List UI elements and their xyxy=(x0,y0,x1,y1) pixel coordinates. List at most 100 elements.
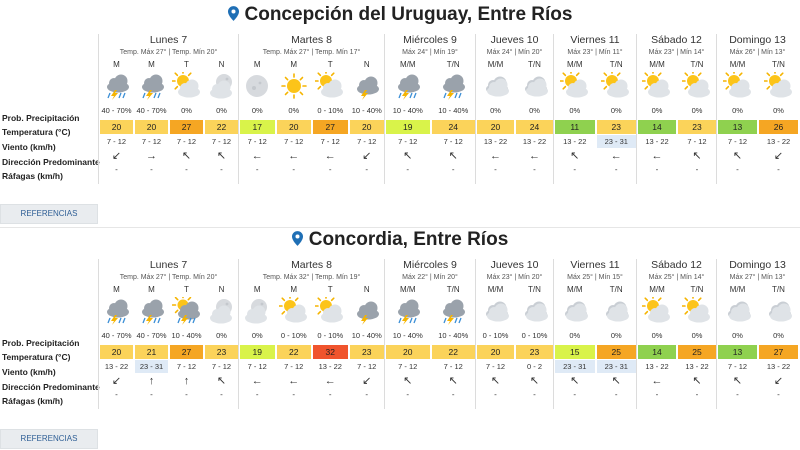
cloud-icon xyxy=(520,297,550,325)
location-pin-icon xyxy=(291,230,303,252)
day-temp-range: Temp. Máx 27° | Temp. Mín 20° xyxy=(119,49,218,56)
day-temp-range: Máx 23° | Mín 11° xyxy=(567,49,623,56)
slot-period: M/M xyxy=(729,285,746,294)
forecast-slot: M 0% 17 7 - 12 ← - xyxy=(239,34,276,184)
forecast-slot: M 40 - 70% 21 23 - 31 ↑ - xyxy=(134,259,169,409)
sun-cloud-icon xyxy=(314,69,345,100)
precip-probability: 0% xyxy=(691,331,703,340)
day-column: Domingo 13 Máx 27° | Mín 13° M/M 0% 13 7 - 12… xyxy=(716,259,798,409)
wind-speed: 23 - 31 xyxy=(135,360,168,373)
precip-probability: 0 - 10% xyxy=(280,331,307,340)
precip-probability: 0 - 10% xyxy=(521,331,548,340)
slot-period: T/N xyxy=(446,285,460,294)
wind-speed: 7 - 12 xyxy=(398,137,418,146)
forecast-slot: M 0% 20 7 - 12 ← - xyxy=(276,34,313,184)
temperature-cell: 14 xyxy=(638,120,676,134)
references-button[interactable]: REFERENCIAS xyxy=(0,429,98,449)
sun-cloud-icon xyxy=(681,69,712,100)
precip-probability: 0% xyxy=(651,331,663,340)
wind-speed: 7 - 12 xyxy=(357,362,377,371)
slot-period: T/N xyxy=(609,60,623,69)
precip-probability: 0% xyxy=(732,106,743,115)
wind-speed: 7 - 12 xyxy=(727,137,748,146)
wind-speed: 13 - 22 xyxy=(104,362,129,371)
moon-icon xyxy=(242,72,272,100)
sun-cloud-icon xyxy=(558,69,590,100)
wind-gust: - xyxy=(292,165,296,174)
day-column: Viernes 11 Máx 23° | Mín 11° M/M 0% 11 13 - 2… xyxy=(553,34,636,184)
slot-period: M xyxy=(290,60,298,69)
slot-period: T xyxy=(327,285,333,294)
wind-speed: 13 - 22 xyxy=(645,137,669,146)
forecast-slot: N 10 - 40% 23 7 - 12 ↙ - xyxy=(349,259,386,409)
forecast-slot: T/N 0% 24 13 - 22 ← - xyxy=(515,34,554,184)
wind-gust: - xyxy=(185,390,188,399)
temperature-cell: 14 xyxy=(638,345,676,359)
wind-speed: 13 - 22 xyxy=(645,362,669,371)
row-label-prob: Prob. Precipitación xyxy=(2,113,80,123)
cloud-icon xyxy=(723,297,753,325)
temperature-cell: 23 xyxy=(596,120,636,134)
temperature-cell: 32 xyxy=(313,345,348,359)
wind-speed: 13 - 22 xyxy=(318,362,342,371)
storm-rain-icon xyxy=(102,297,132,325)
precip-probability: 0% xyxy=(288,106,300,115)
forecast-slot: T 10 - 40% 27 7 - 12 ↑ - xyxy=(169,259,204,409)
wind-speed: 13 - 22 xyxy=(766,362,791,371)
wind-gust: - xyxy=(220,165,223,174)
wind-gust: - xyxy=(328,165,332,174)
wind-direction-arrow-icon: ← xyxy=(324,150,336,162)
slot-period: M/M xyxy=(399,60,416,69)
day-temp-range: Máx 25° | Mín 15° xyxy=(567,274,623,281)
temperature-cell: 19 xyxy=(386,120,430,134)
day-column: Lunes 7 Temp. Máx 27° | Temp. Mín 20° M 40 … xyxy=(98,259,238,409)
sun-cloud-icon xyxy=(314,294,345,325)
precip-probability: 0% xyxy=(251,106,263,115)
precip-probability: 0% xyxy=(251,331,263,340)
wind-direction-arrow-icon: ↙ xyxy=(773,375,784,387)
slot-period: T xyxy=(327,60,333,69)
slot-period: M xyxy=(253,60,261,69)
wind-speed: 7 - 12 xyxy=(106,137,127,146)
slot-period: T/N xyxy=(609,285,623,294)
storm-icon xyxy=(352,297,382,325)
references-button[interactable]: REFERENCIAS xyxy=(0,204,98,224)
slot-period: M xyxy=(113,285,120,294)
day-temp-range: Máx 27° | Mín 13° xyxy=(729,274,786,281)
wind-speed: 7 - 12 xyxy=(247,137,267,146)
wind-speed: 7 - 12 xyxy=(320,137,340,146)
forecast-slot: M/M 0% 14 13 - 22 ← - xyxy=(637,259,677,409)
forecast-slot: M/M 0% 15 23 - 31 ↖ - xyxy=(554,259,596,409)
day-name: Sábado 12 xyxy=(651,34,702,46)
temperature-cell: 20 xyxy=(100,120,133,134)
temperature-cell: 26 xyxy=(759,120,798,134)
day-temp-range: Máx 22° | Mín 20° xyxy=(402,274,458,281)
row-label-wind: Viento (km/h) xyxy=(2,142,56,152)
wind-direction-arrow-icon: ↖ xyxy=(732,375,743,387)
row-label-prob: Prob. Precipitación xyxy=(2,338,80,348)
slot-period: M/M xyxy=(729,60,746,69)
precip-probability: 0% xyxy=(569,106,581,115)
forecast-slot: M 0 - 10% 22 7 - 12 ← - xyxy=(276,259,313,409)
wind-direction-arrow-icon: ↖ xyxy=(570,150,580,162)
wind-gust: - xyxy=(255,390,259,399)
temperature-cell: 20 xyxy=(477,120,514,134)
precip-probability: 0% xyxy=(773,331,784,340)
wind-direction-arrow-icon: ↖ xyxy=(732,150,743,162)
precip-probability: 10 - 40% xyxy=(171,331,202,340)
forecast-slot: M/M 0% 11 13 - 22 ↖ - xyxy=(554,34,596,184)
cloud-icon xyxy=(481,72,511,100)
day-temp-range: Temp. Máx 27° | Temp. Mín 17° xyxy=(262,49,361,56)
wind-direction-arrow-icon: ← xyxy=(288,150,300,162)
precip-probability: 10 - 40% xyxy=(351,331,382,340)
slot-period: T/N xyxy=(772,285,785,294)
day-name: Miércoles 9 xyxy=(403,34,457,46)
slot-period: N xyxy=(218,60,225,69)
forecast-slot: M/M 0% 14 13 - 22 ← - xyxy=(637,34,677,184)
precip-probability: 0% xyxy=(529,106,540,115)
forecast-slot: T/N 0% 23 7 - 12 ↖ - xyxy=(677,34,717,184)
day-temp-range: Máx 24° | Mín 19° xyxy=(402,49,458,56)
precip-probability: 40 - 70% xyxy=(101,331,132,340)
storm-rain-icon xyxy=(438,72,468,100)
wind-gust: - xyxy=(494,390,497,399)
